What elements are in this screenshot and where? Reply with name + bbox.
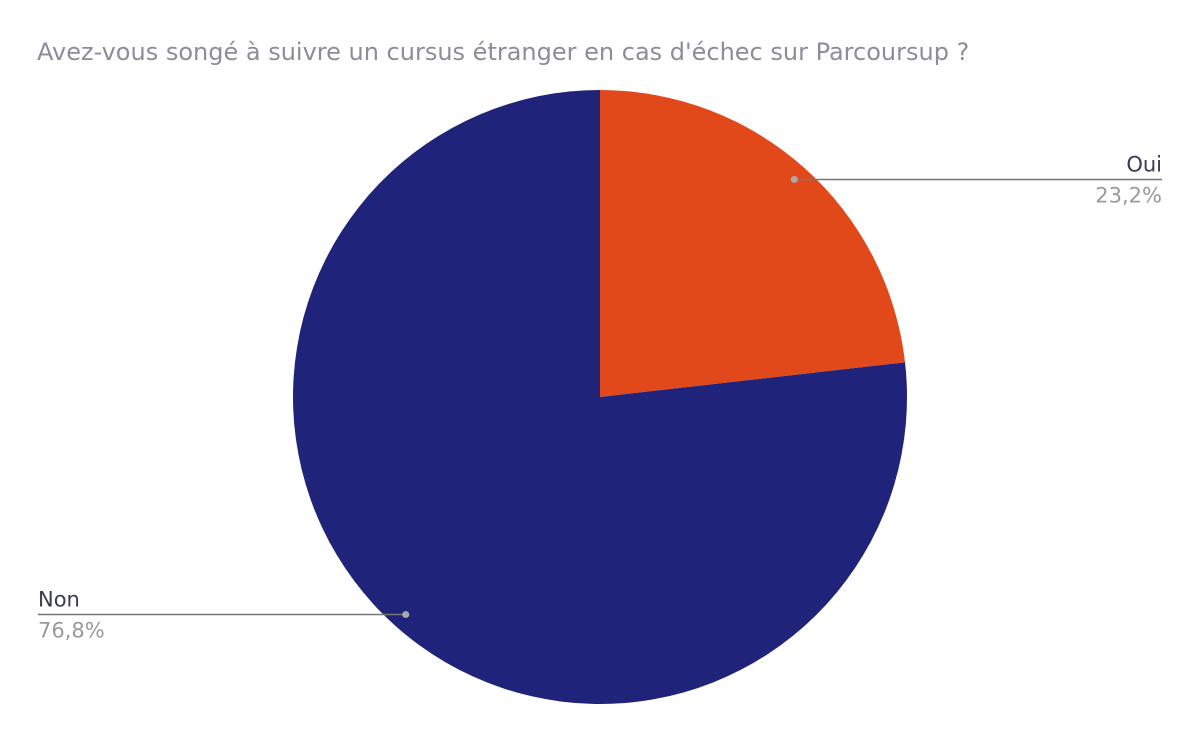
pie-slice: [293, 90, 908, 704]
leader-dot: [402, 611, 410, 619]
slice-label: Oui: [1126, 152, 1162, 176]
slice-label: Non: [38, 588, 80, 612]
slice-value-label: 23,2%: [1095, 183, 1162, 207]
slice-value-label: 76,8%: [38, 619, 105, 643]
chart-title: Avez-vous songé à suivre un cursus étran…: [37, 38, 969, 66]
leader-dot: [790, 175, 798, 183]
pie-slice: [600, 89, 906, 397]
